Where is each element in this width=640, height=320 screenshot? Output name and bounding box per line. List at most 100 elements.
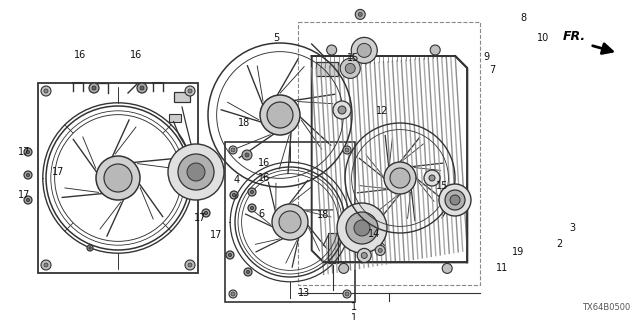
Circle shape (137, 83, 147, 93)
Text: 16: 16 (258, 158, 270, 168)
Circle shape (343, 146, 351, 154)
Circle shape (245, 153, 249, 157)
Circle shape (442, 263, 452, 273)
Circle shape (188, 263, 192, 267)
Circle shape (337, 203, 387, 253)
Text: 4: 4 (234, 175, 240, 185)
Circle shape (326, 45, 337, 55)
Text: 17: 17 (52, 167, 65, 177)
Circle shape (248, 188, 256, 196)
Circle shape (140, 86, 144, 90)
Circle shape (384, 162, 416, 194)
Circle shape (229, 146, 237, 154)
Circle shape (104, 164, 132, 192)
Circle shape (367, 45, 377, 55)
Bar (174, 92, 190, 102)
Circle shape (41, 86, 51, 96)
Circle shape (250, 206, 253, 210)
Text: TX64B0500: TX64B0500 (582, 303, 630, 312)
Circle shape (260, 95, 300, 135)
Circle shape (231, 148, 235, 152)
Text: 15: 15 (347, 53, 360, 63)
Text: 3: 3 (569, 223, 575, 233)
Circle shape (272, 204, 308, 240)
Text: 10: 10 (537, 33, 549, 43)
Bar (316, 62, 339, 76)
Circle shape (346, 212, 378, 244)
Circle shape (250, 190, 253, 194)
Circle shape (96, 156, 140, 200)
Bar (168, 114, 180, 122)
Circle shape (424, 170, 440, 186)
Circle shape (26, 198, 29, 202)
Circle shape (333, 101, 351, 119)
Text: 17: 17 (18, 190, 30, 200)
Circle shape (178, 154, 214, 190)
Circle shape (168, 144, 224, 200)
Circle shape (89, 83, 99, 93)
Text: 14: 14 (368, 229, 380, 239)
Circle shape (439, 184, 471, 216)
Circle shape (26, 150, 29, 154)
Circle shape (24, 196, 32, 204)
Circle shape (228, 253, 232, 257)
Bar (225, 142, 355, 302)
Text: 5: 5 (273, 33, 279, 43)
Text: 18: 18 (317, 210, 329, 220)
Text: 15: 15 (436, 181, 449, 191)
Text: 16: 16 (74, 50, 86, 60)
Text: 8: 8 (520, 13, 526, 23)
Text: 1: 1 (351, 302, 357, 312)
Circle shape (340, 58, 360, 78)
Text: 12: 12 (376, 106, 388, 116)
Circle shape (229, 290, 237, 298)
Text: FR.: FR. (563, 30, 586, 43)
Circle shape (92, 86, 96, 90)
Circle shape (345, 63, 355, 73)
Circle shape (445, 190, 465, 210)
Circle shape (361, 252, 367, 259)
Circle shape (188, 89, 192, 93)
Text: 17: 17 (18, 147, 30, 157)
Circle shape (378, 248, 382, 252)
Text: 7: 7 (489, 65, 495, 75)
Circle shape (185, 260, 195, 270)
Text: 16: 16 (258, 173, 270, 183)
Circle shape (244, 268, 252, 276)
Circle shape (226, 251, 234, 259)
Text: 18: 18 (238, 118, 250, 128)
Circle shape (429, 175, 435, 181)
Circle shape (357, 248, 371, 262)
Circle shape (338, 106, 346, 114)
Circle shape (357, 44, 371, 57)
Text: 6: 6 (258, 209, 264, 219)
Circle shape (430, 45, 440, 55)
Circle shape (24, 148, 32, 156)
Circle shape (204, 212, 207, 215)
Text: 2: 2 (556, 239, 563, 249)
Circle shape (450, 195, 460, 205)
Circle shape (26, 173, 29, 177)
Text: 9: 9 (483, 52, 489, 62)
Circle shape (355, 9, 365, 20)
Bar (38, 83, 198, 273)
Circle shape (246, 270, 250, 274)
Circle shape (339, 263, 349, 273)
Circle shape (279, 211, 301, 233)
Text: 17: 17 (210, 230, 222, 240)
Circle shape (267, 102, 293, 128)
Circle shape (354, 220, 370, 236)
Circle shape (345, 292, 349, 296)
Circle shape (230, 191, 238, 199)
Circle shape (375, 245, 385, 255)
Bar (328, 234, 339, 263)
Circle shape (248, 204, 256, 212)
Circle shape (351, 37, 377, 63)
Text: 1: 1 (351, 313, 357, 320)
Text: 19: 19 (512, 247, 524, 257)
Circle shape (242, 150, 252, 160)
Text: 16: 16 (130, 50, 142, 60)
Text: 17: 17 (194, 213, 206, 223)
Circle shape (232, 193, 236, 196)
Text: 13: 13 (298, 288, 310, 298)
